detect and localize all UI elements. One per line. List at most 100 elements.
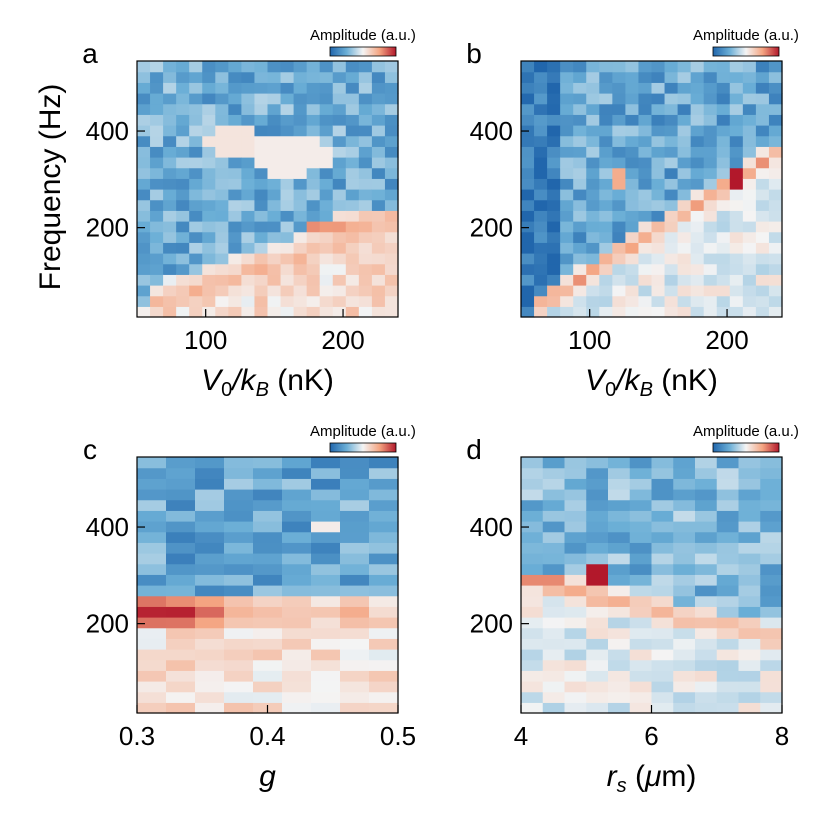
heatmap-cell (534, 306, 548, 318)
heatmap-cell (137, 553, 167, 565)
heatmap-cell (228, 135, 242, 147)
heatmap-cell (521, 242, 535, 254)
heatmap-cell (677, 306, 692, 318)
heatmap-cell (677, 135, 692, 147)
heatmap-cell (163, 231, 177, 243)
heatmap-cell (345, 157, 360, 169)
heatmap-cell (282, 595, 312, 607)
heatmap-cell (695, 702, 718, 714)
heatmap-cell (651, 617, 674, 629)
heatmap-cell (716, 649, 740, 661)
heatmap-cell (625, 167, 640, 179)
heatmap-cell (253, 585, 283, 597)
heatmap-cell (319, 114, 334, 126)
heatmap-cell (369, 627, 399, 639)
heatmap-cell (547, 125, 561, 137)
heatmap-cell (521, 499, 544, 511)
heatmap-cell (542, 521, 566, 533)
heatmap-cell (224, 553, 254, 565)
heatmap-cell (625, 157, 640, 169)
heatmap-cell (267, 135, 282, 147)
heatmap-cell (625, 199, 640, 211)
heatmap-cell (345, 210, 360, 222)
heatmap-cell (716, 691, 740, 703)
heatmap-cell (768, 189, 783, 201)
heatmap-cell (677, 285, 692, 297)
heatmap-cell (768, 263, 783, 275)
heatmap-cell (282, 489, 312, 501)
heatmap-cell (150, 263, 164, 275)
heatmap-cell (664, 93, 679, 105)
heatmap-cell (340, 510, 370, 522)
heatmap-cell (267, 125, 282, 137)
heatmap-cell (547, 61, 561, 73)
heatmap-cell (586, 285, 600, 297)
heatmap-cell (224, 521, 254, 533)
heatmap-cell (703, 231, 718, 243)
heatmap-cell (560, 71, 574, 83)
heatmap-cell (137, 93, 151, 105)
heatmap-cell (163, 157, 177, 169)
heatmap-cell (332, 221, 347, 233)
heatmap-cell (651, 285, 666, 297)
heatmap-cell (215, 306, 229, 318)
heatmap-cell (306, 189, 321, 201)
heatmap-cell (755, 189, 770, 201)
heatmap-cell (371, 71, 386, 83)
heatmap-cell (306, 263, 321, 275)
heatmap-cell (608, 521, 631, 533)
heatmap-cell (768, 231, 783, 243)
heatmap-cell (703, 199, 718, 211)
heatmap-cell (215, 125, 229, 137)
heatmap-cell (599, 178, 613, 190)
heatmap-cell (625, 135, 640, 147)
heatmap-cell (564, 702, 587, 714)
heatmap-cell (358, 221, 373, 233)
heatmap-cell (384, 306, 399, 318)
heatmap-cell (542, 627, 566, 639)
heatmap-cell (695, 531, 718, 543)
heatmap-cell (280, 221, 295, 233)
heatmap-cell (163, 82, 177, 94)
heatmap-cell (282, 649, 312, 661)
heatmap-cell (137, 157, 151, 169)
heatmap-cell (651, 253, 666, 265)
heatmap-cell (521, 135, 535, 147)
heatmap-cell (345, 61, 360, 73)
heatmap-cell (738, 659, 761, 671)
heatmap-cell (534, 263, 548, 275)
heatmap-cell (228, 114, 242, 126)
heatmap-cell (282, 638, 312, 650)
heatmap-cell (280, 295, 295, 307)
heatmap-cell (716, 574, 740, 586)
heatmap-cell (677, 146, 692, 158)
heatmap-cell (384, 199, 399, 211)
heatmap-cell (195, 585, 225, 597)
heatmap-cell (306, 274, 321, 286)
heatmap-cell (608, 563, 631, 575)
heatmap-cell (340, 627, 370, 639)
heatmap-cell (267, 103, 282, 115)
heatmap-cell (241, 210, 256, 222)
heatmap-cell (542, 702, 566, 714)
heatmap-cell (608, 467, 631, 479)
heatmap-cell (716, 93, 731, 105)
heatmap-cell (384, 210, 399, 222)
heatmap-cell (371, 178, 386, 190)
heatmap-cell (332, 210, 347, 222)
heatmap-cell (319, 82, 334, 94)
heatmap-cell (215, 61, 229, 73)
heatmap-cell (137, 627, 167, 639)
heatmap-cell (625, 114, 640, 126)
heatmap-cell (677, 82, 692, 94)
heatmap-cell (729, 157, 744, 169)
heatmap-cell (332, 157, 347, 169)
heatmap-cell (137, 263, 151, 275)
heatmap-cell (573, 125, 587, 137)
heatmap-cell (638, 231, 653, 243)
heatmap-cell (629, 542, 653, 554)
heatmap-cell (651, 595, 674, 607)
heatmap-cell (189, 114, 203, 126)
heatmap-cell (189, 178, 203, 190)
heatmap-cell (224, 489, 254, 501)
